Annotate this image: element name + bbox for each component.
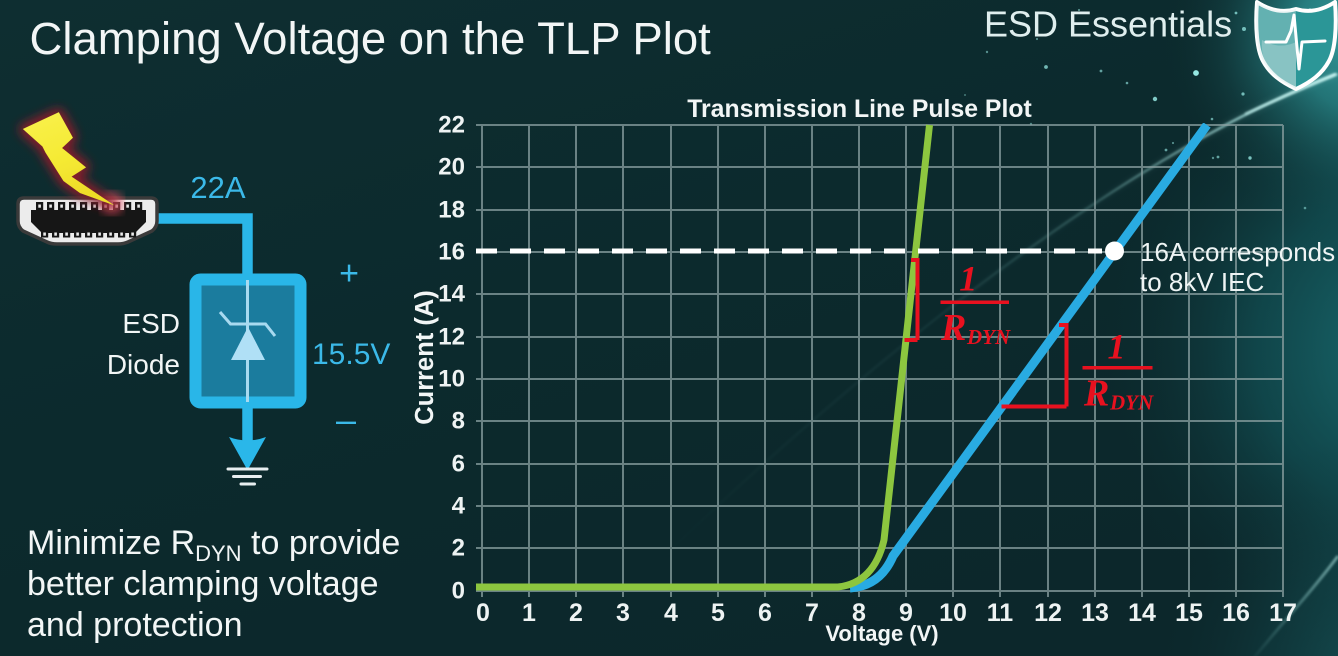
svg-text:R: R (1083, 373, 1109, 415)
svg-text:4: 4 (664, 599, 678, 627)
svg-text:15: 15 (1175, 599, 1203, 627)
svg-text:17: 17 (1269, 599, 1297, 627)
svg-text:2: 2 (452, 535, 465, 562)
svg-text:ESD Essentials: ESD Essentials (984, 4, 1232, 45)
svg-text:14: 14 (1128, 599, 1156, 627)
svg-text:22: 22 (438, 112, 465, 139)
svg-text:10: 10 (939, 599, 967, 627)
svg-text:7: 7 (805, 599, 819, 627)
svg-text:to 8kV IEC: to 8kV IEC (1140, 267, 1264, 297)
svg-text:22A: 22A (190, 170, 245, 205)
svg-text:Voltage (V): Voltage (V) (825, 621, 938, 646)
svg-text:16: 16 (1222, 599, 1250, 627)
svg-text:9: 9 (899, 599, 913, 627)
svg-text:1: 1 (1108, 327, 1126, 367)
svg-text:Current (A): Current (A) (411, 290, 439, 425)
svg-text:14: 14 (438, 281, 465, 308)
svg-text:13: 13 (1081, 599, 1109, 627)
svg-text:4: 4 (452, 493, 466, 520)
svg-text:Transmission Line Pulse Plot: Transmission Line Pulse Plot (687, 96, 1032, 123)
svg-text:8: 8 (852, 599, 866, 627)
svg-text:6: 6 (758, 599, 772, 627)
svg-text:R: R (940, 307, 966, 349)
svg-text:15.5V: 15.5V (312, 338, 390, 371)
svg-text:DYN: DYN (966, 325, 1011, 349)
svg-text:–: – (336, 399, 356, 440)
svg-text:10: 10 (438, 366, 465, 393)
svg-text:1: 1 (959, 259, 977, 299)
svg-text:ESD: ESD (122, 308, 180, 339)
svg-text:0: 0 (476, 599, 490, 627)
svg-text:6: 6 (452, 451, 465, 478)
svg-text:12: 12 (1034, 599, 1062, 627)
svg-text:Clamping Voltage on the TLP Pl: Clamping Voltage on the TLP Plot (30, 13, 712, 64)
svg-text:16A corresponds: 16A corresponds (1140, 237, 1335, 267)
svg-text:+: + (339, 255, 359, 293)
svg-text:5: 5 (711, 599, 725, 627)
svg-text:12: 12 (438, 324, 465, 351)
svg-text:18: 18 (438, 197, 465, 224)
svg-text:0: 0 (452, 578, 465, 605)
svg-text:2: 2 (569, 599, 583, 627)
svg-text:20: 20 (438, 154, 465, 181)
svg-text:16: 16 (438, 239, 465, 266)
svg-text:better clamping voltage: better clamping voltage (27, 565, 379, 603)
svg-text:8: 8 (452, 408, 465, 435)
svg-text:and protection: and protection (27, 606, 243, 644)
svg-text:3: 3 (616, 599, 630, 627)
svg-text:11: 11 (987, 599, 1014, 627)
svg-text:Diode: Diode (107, 349, 180, 380)
svg-text:DYN: DYN (1109, 391, 1154, 415)
svg-text:1: 1 (522, 599, 536, 627)
